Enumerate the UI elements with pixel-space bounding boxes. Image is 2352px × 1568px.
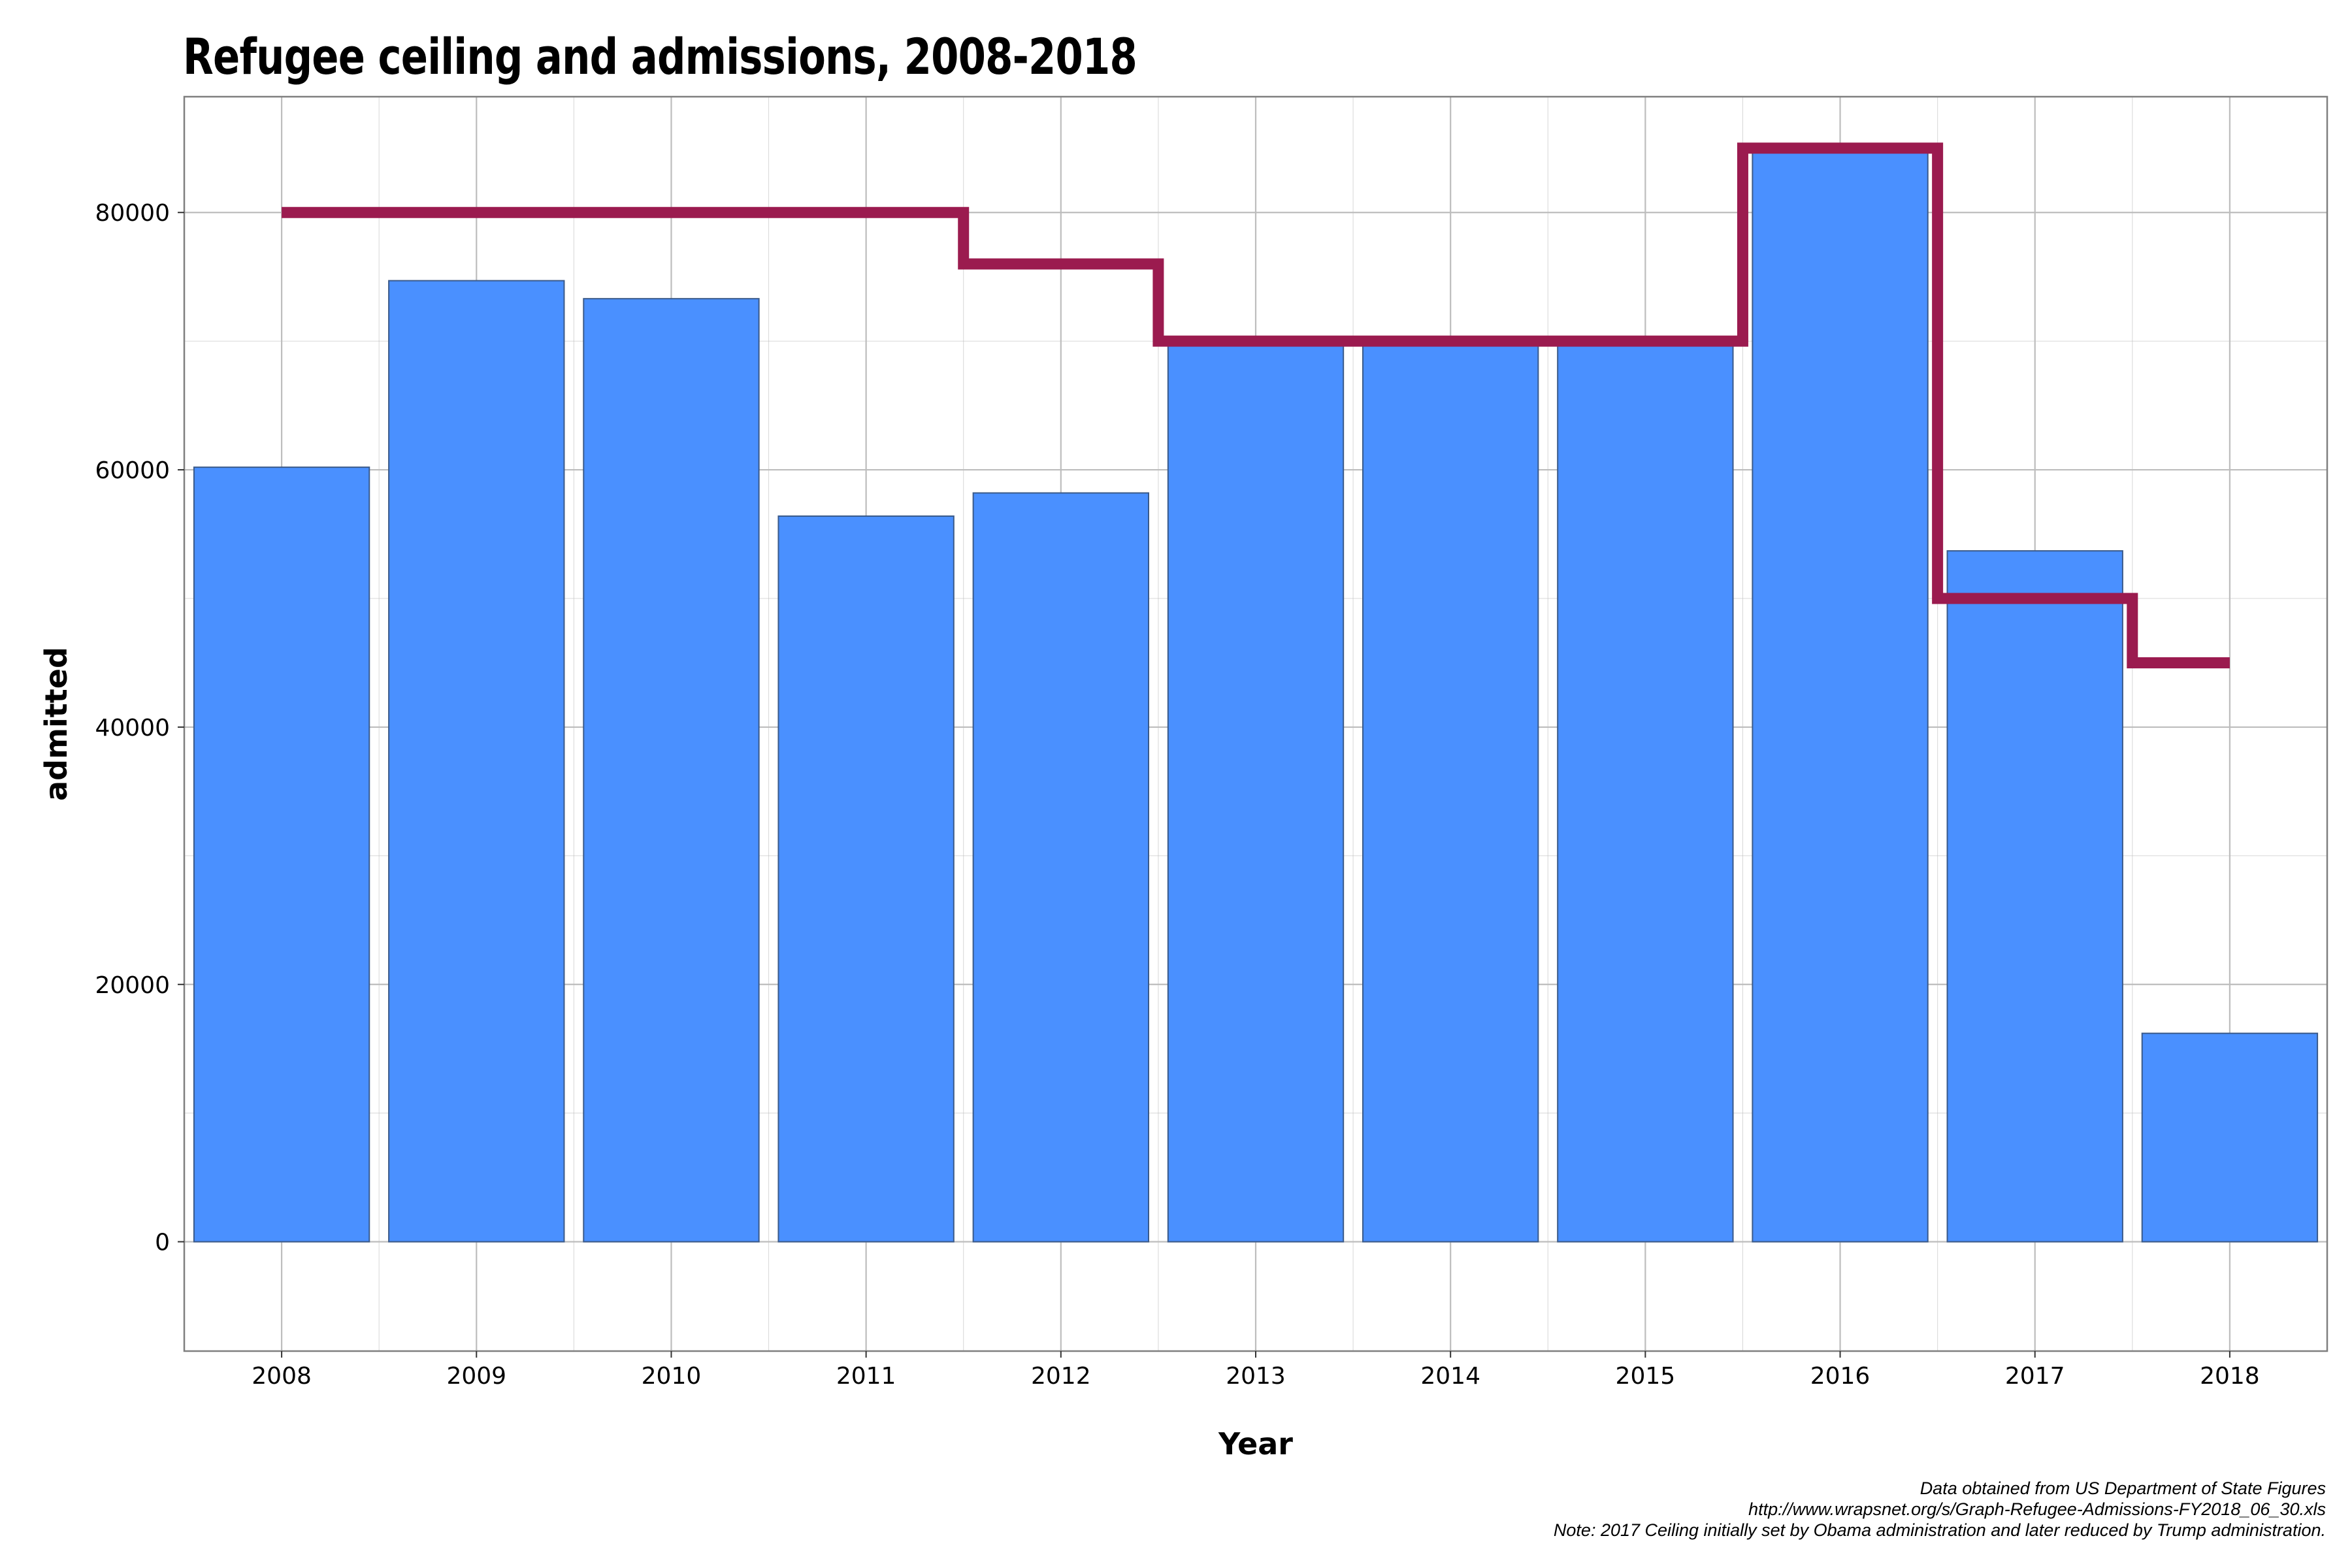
- y-tick-label: 0: [155, 1230, 170, 1256]
- x-tick-label-2010: 2010: [642, 1363, 702, 1390]
- x-tick-label-2013: 2013: [1226, 1363, 1286, 1390]
- bar-2017: [1946, 550, 2123, 1243]
- bar-2008: [193, 466, 370, 1243]
- bar-2012: [972, 492, 1149, 1243]
- y-tick-label: 60000: [95, 457, 170, 484]
- bars: [193, 147, 2319, 1243]
- y-axis-title: admitted: [39, 647, 74, 801]
- y-axis-ticks: 0 20000 40000 60000 80000: [95, 200, 184, 1256]
- bar-2013: [1167, 340, 1345, 1243]
- bar-2011: [777, 515, 955, 1243]
- bar-2009: [388, 280, 565, 1243]
- bar-2010: [583, 298, 760, 1243]
- x-tick-label-2011: 2011: [836, 1363, 896, 1390]
- caption-note: Note: 2017 Ceiling initially set by Obam…: [1553, 1520, 2326, 1540]
- caption-source: Data obtained from US Department of Stat…: [1919, 1478, 2326, 1498]
- y-tick-label: 80000: [95, 200, 170, 227]
- chart-title: Refugee ceiling and admissions, 2008-201…: [183, 27, 1137, 86]
- x-tick-label-2008: 2008: [252, 1363, 312, 1390]
- caption-url: http://www.wrapsnet.org/s/Graph-Refugee-…: [1748, 1499, 2326, 1519]
- y-tick-label: 40000: [95, 715, 170, 742]
- y-tick-label: 20000: [95, 972, 170, 999]
- x-tick-label-2016: 2016: [1810, 1363, 1870, 1390]
- x-tick-label-2018: 2018: [2200, 1363, 2260, 1390]
- caption: Data obtained from US Department of Stat…: [1554, 1478, 2326, 1541]
- x-axis-title: Year: [1218, 1426, 1293, 1462]
- bar-2014: [1362, 340, 1539, 1243]
- x-axis-ticks: 2008 2009 2010 2011 2012 2013 2014 2015 2016 2017…: [252, 1351, 2260, 1390]
- bar-2016: [1752, 147, 1929, 1243]
- bar-2018: [2141, 1032, 2319, 1243]
- ceiling-line-group: [282, 142, 2230, 668]
- x-tick-label-2014: 2014: [1420, 1363, 1480, 1390]
- x-tick-label-2009: 2009: [446, 1363, 506, 1390]
- x-tick-label-2015: 2015: [1616, 1363, 1676, 1390]
- x-tick-label-2012: 2012: [1031, 1363, 1091, 1390]
- x-tick-label-2017: 2017: [2005, 1363, 2065, 1390]
- bar-2015: [1557, 340, 1734, 1243]
- ceiling-step-line: [282, 142, 2230, 668]
